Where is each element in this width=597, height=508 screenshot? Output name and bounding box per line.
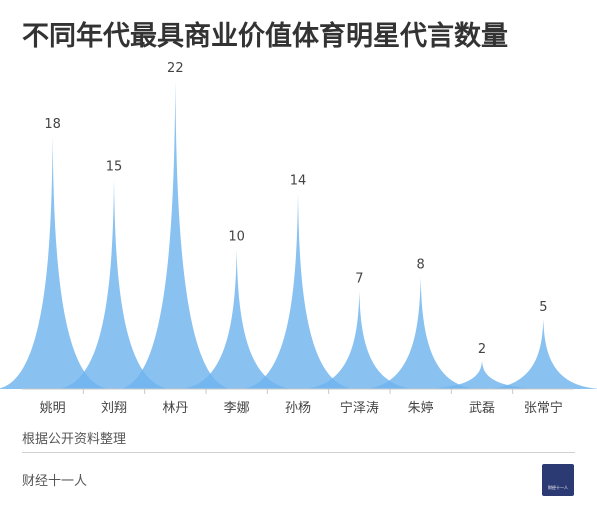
peak-chart: 18 15 22 10 14 7 8 2 5 姚明 刘翔 林丹 李娜 孙杨 宁泽涛 朱婷 武磊 张常宁 (0, 61, 597, 416)
value-label-2: 15 (106, 159, 123, 174)
category-label-4: 李娜 (224, 401, 250, 416)
value-label-3: 22 (167, 61, 184, 76)
value-label-8: 2 (478, 342, 486, 357)
peak-8 (423, 360, 541, 389)
brand-logo: 财经十一人 (542, 464, 574, 496)
value-label-7: 8 (417, 258, 425, 273)
value-label-6: 7 (355, 272, 363, 287)
peak-9 (485, 318, 597, 389)
peak-5 (239, 192, 357, 389)
value-label-5: 14 (290, 173, 307, 188)
source-note: 根据公开资料整理 (22, 432, 127, 447)
peak-1 (0, 136, 111, 389)
category-label-7: 朱婷 (408, 400, 434, 416)
category-label-3: 林丹 (162, 401, 188, 416)
value-label-1: 18 (44, 117, 61, 132)
peak-2 (55, 178, 173, 389)
peak-7 (362, 276, 479, 389)
peak-6 (301, 290, 418, 389)
category-label-8: 武磊 (469, 401, 495, 416)
divider (22, 452, 575, 453)
category-label-6: 宁泽涛 (340, 400, 379, 416)
brand-logo-text: 财经十一人 (548, 485, 568, 490)
chart-title: 不同年代最具商业价值体育明星代言数量 (22, 21, 508, 52)
value-label-4: 10 (228, 230, 245, 245)
category-label-1: 姚明 (40, 401, 66, 416)
value-label-9: 5 (539, 300, 547, 315)
category-label-2: 刘翔 (101, 401, 127, 416)
peak-3 (117, 80, 234, 389)
category-label-9: 张常宁 (524, 400, 563, 416)
peak-4 (178, 248, 295, 389)
category-label-5: 孙杨 (285, 401, 311, 416)
brand-name: 财经十一人 (22, 474, 88, 489)
